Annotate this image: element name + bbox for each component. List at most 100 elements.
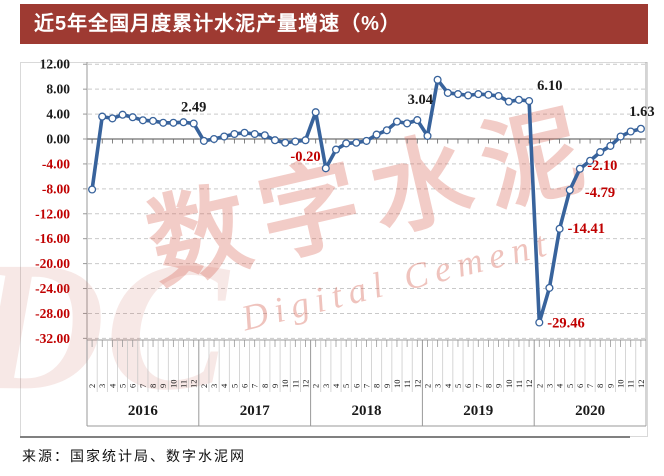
data-point-marker	[464, 91, 473, 100]
data-point-marker	[586, 156, 595, 165]
data-point-marker	[331, 145, 341, 154]
data-point-marker	[98, 112, 107, 121]
data-point-marker	[159, 118, 168, 127]
month-label: 2	[422, 384, 432, 388]
year-label: 2019	[463, 403, 493, 419]
month-label: 4	[331, 383, 341, 388]
month-label: 9	[605, 384, 615, 388]
month-label: 6	[351, 384, 361, 388]
year-label: 2020	[575, 403, 605, 419]
data-point-marker	[413, 116, 422, 125]
data-point-marker	[636, 124, 645, 133]
year-label: 2016	[128, 403, 159, 419]
month-label: 10	[168, 380, 178, 389]
data-point-marker	[403, 119, 412, 128]
month-label: 7	[585, 384, 595, 388]
month-label: 11	[179, 380, 189, 388]
month-label: 9	[270, 384, 280, 388]
month-label: 8	[260, 384, 270, 388]
month-label: 3	[209, 384, 219, 388]
data-point-marker	[423, 131, 432, 140]
month-label: 10	[392, 380, 402, 389]
data-point-marker	[372, 130, 381, 139]
month-label: 2	[311, 384, 321, 388]
data-point-marker	[209, 134, 219, 144]
month-label: 8	[148, 384, 158, 388]
data-point-marker	[230, 129, 239, 139]
chart-title-bar: 近5年全国月度累计水泥产量增速（%）	[20, 4, 648, 44]
month-label: 12	[412, 380, 422, 389]
month-label: 11	[514, 380, 524, 388]
page-title: 近5年全国月度累计水泥产量增速（%）	[34, 13, 401, 35]
month-label: 6	[575, 384, 585, 388]
data-point-marker	[362, 136, 371, 145]
data-point-label: 6.10	[537, 78, 562, 94]
data-point-marker	[596, 148, 605, 157]
data-point-label: 1.63	[629, 104, 654, 120]
data-point-marker	[474, 90, 483, 99]
month-label: 4	[555, 383, 565, 388]
month-label: 2	[534, 384, 544, 388]
month-label: 8	[595, 384, 605, 388]
month-label: 6	[128, 384, 138, 388]
month-label: 5	[341, 384, 351, 388]
data-point-marker	[199, 136, 208, 145]
data-point-marker	[240, 128, 249, 137]
month-label: 8	[483, 384, 493, 388]
data-point-marker	[220, 132, 229, 141]
month-label: 4	[443, 383, 453, 388]
data-point-marker	[535, 318, 544, 327]
data-point-marker	[342, 139, 351, 148]
data-point-label: -14.41	[568, 221, 605, 237]
data-point-label: -0.20	[290, 149, 320, 165]
month-label: 3	[433, 384, 443, 388]
month-label: 11	[626, 380, 636, 388]
data-point-label: -2.10	[587, 158, 617, 174]
y-axis-label: -32.00	[35, 331, 70, 346]
data-point-marker	[301, 136, 310, 145]
data-point-marker	[118, 110, 127, 119]
data-point-marker	[260, 131, 269, 140]
data-point-marker	[321, 164, 330, 173]
month-label: 7	[250, 384, 260, 388]
month-label: 2	[87, 384, 97, 388]
month-label: 12	[300, 380, 310, 389]
data-point-marker	[189, 119, 198, 128]
data-point-label: 3.04	[408, 92, 433, 108]
month-label: 5	[565, 384, 575, 388]
data-point-marker	[250, 129, 259, 139]
data-point-marker	[291, 137, 300, 146]
year-label: 2018	[352, 403, 382, 419]
dc-monogram-watermark: DC	[0, 224, 231, 429]
y-axis-label: -24.00	[35, 281, 70, 296]
month-label: 12	[636, 380, 646, 389]
month-label: 2	[199, 384, 209, 388]
data-point-marker	[128, 113, 137, 122]
month-label: 4	[107, 383, 117, 388]
y-axis-label: 4.00	[46, 107, 70, 122]
month-label: 6	[240, 384, 250, 388]
month-label: 10	[616, 380, 626, 389]
data-point-marker	[148, 116, 158, 125]
data-point-marker	[392, 117, 402, 126]
month-label: 9	[382, 384, 392, 388]
data-point-marker	[179, 118, 188, 127]
data-point-marker	[626, 127, 635, 136]
y-axis-label: -4.00	[42, 156, 70, 171]
data-point-label: -29.46	[547, 316, 584, 332]
month-label: 12	[189, 380, 199, 389]
data-point-marker	[270, 136, 280, 145]
month-label: 9	[494, 384, 504, 388]
month-label: 5	[229, 384, 239, 388]
data-point-marker	[514, 95, 523, 104]
month-label: 9	[158, 384, 168, 388]
month-label: 12	[524, 380, 534, 389]
data-point-marker	[565, 186, 574, 195]
month-label: 5	[118, 384, 128, 388]
month-label: 3	[544, 384, 554, 388]
data-point-label: 2.49	[181, 100, 206, 116]
data-point-marker	[382, 126, 391, 135]
data-point-marker	[494, 91, 503, 101]
data-point-marker	[311, 108, 320, 117]
